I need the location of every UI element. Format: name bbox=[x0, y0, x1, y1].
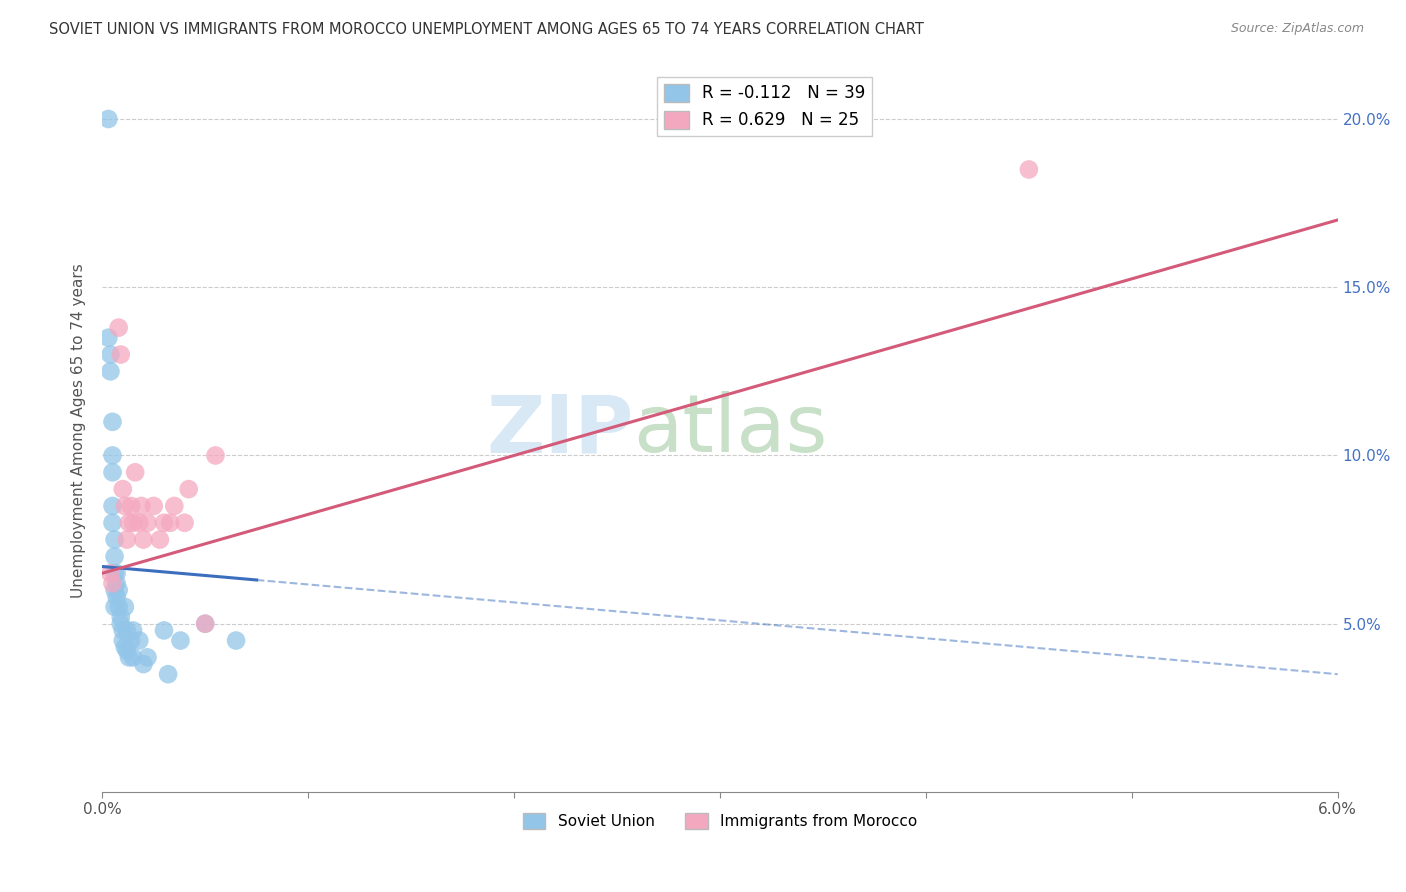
Point bbox=[122, 624, 145, 638]
Point bbox=[153, 516, 176, 530]
Point bbox=[128, 633, 150, 648]
Point bbox=[97, 331, 120, 345]
Point bbox=[149, 533, 172, 547]
Point bbox=[136, 650, 159, 665]
Point bbox=[100, 566, 122, 581]
Point bbox=[100, 364, 122, 378]
Point bbox=[110, 347, 132, 361]
Point bbox=[132, 533, 155, 547]
Point bbox=[115, 624, 138, 638]
Point bbox=[101, 449, 124, 463]
Point bbox=[1018, 162, 1040, 177]
Point bbox=[118, 650, 141, 665]
Point bbox=[204, 449, 226, 463]
Point bbox=[105, 590, 128, 604]
Text: ZIP: ZIP bbox=[486, 392, 634, 469]
Point bbox=[97, 112, 120, 126]
Point bbox=[194, 616, 217, 631]
Point bbox=[157, 667, 180, 681]
Point bbox=[103, 566, 125, 581]
Point bbox=[101, 415, 124, 429]
Point bbox=[103, 583, 125, 598]
Point bbox=[111, 633, 134, 648]
Point bbox=[107, 320, 129, 334]
Y-axis label: Unemployment Among Ages 65 to 74 years: Unemployment Among Ages 65 to 74 years bbox=[72, 263, 86, 598]
Point bbox=[101, 516, 124, 530]
Point bbox=[132, 657, 155, 672]
Point bbox=[100, 347, 122, 361]
Point bbox=[122, 516, 145, 530]
Text: atlas: atlas bbox=[634, 392, 828, 469]
Point bbox=[101, 465, 124, 479]
Point bbox=[114, 640, 136, 655]
Point bbox=[142, 499, 165, 513]
Point bbox=[169, 633, 191, 648]
Point bbox=[101, 499, 124, 513]
Point bbox=[105, 576, 128, 591]
Point bbox=[120, 633, 142, 648]
Point bbox=[225, 633, 247, 648]
Point bbox=[114, 499, 136, 513]
Point bbox=[115, 643, 138, 657]
Point bbox=[124, 465, 146, 479]
Legend: Soviet Union, Immigrants from Morocco: Soviet Union, Immigrants from Morocco bbox=[516, 806, 924, 835]
Point bbox=[136, 516, 159, 530]
Point bbox=[111, 624, 134, 638]
Point bbox=[107, 583, 129, 598]
Point bbox=[111, 482, 134, 496]
Point bbox=[110, 610, 132, 624]
Point bbox=[103, 533, 125, 547]
Point bbox=[173, 516, 195, 530]
Text: SOVIET UNION VS IMMIGRANTS FROM MOROCCO UNEMPLOYMENT AMONG AGES 65 TO 74 YEARS C: SOVIET UNION VS IMMIGRANTS FROM MOROCCO … bbox=[49, 22, 924, 37]
Point bbox=[163, 499, 186, 513]
Point bbox=[131, 499, 153, 513]
Point bbox=[114, 599, 136, 614]
Point bbox=[101, 576, 124, 591]
Point bbox=[103, 599, 125, 614]
Point bbox=[118, 516, 141, 530]
Point bbox=[177, 482, 200, 496]
Point bbox=[122, 650, 145, 665]
Point bbox=[110, 616, 132, 631]
Point bbox=[105, 566, 128, 581]
Point bbox=[128, 516, 150, 530]
Point bbox=[159, 516, 181, 530]
Point bbox=[120, 499, 142, 513]
Point bbox=[153, 624, 176, 638]
Text: Source: ZipAtlas.com: Source: ZipAtlas.com bbox=[1230, 22, 1364, 36]
Point bbox=[107, 599, 129, 614]
Point bbox=[194, 616, 217, 631]
Point bbox=[103, 549, 125, 564]
Point bbox=[115, 533, 138, 547]
